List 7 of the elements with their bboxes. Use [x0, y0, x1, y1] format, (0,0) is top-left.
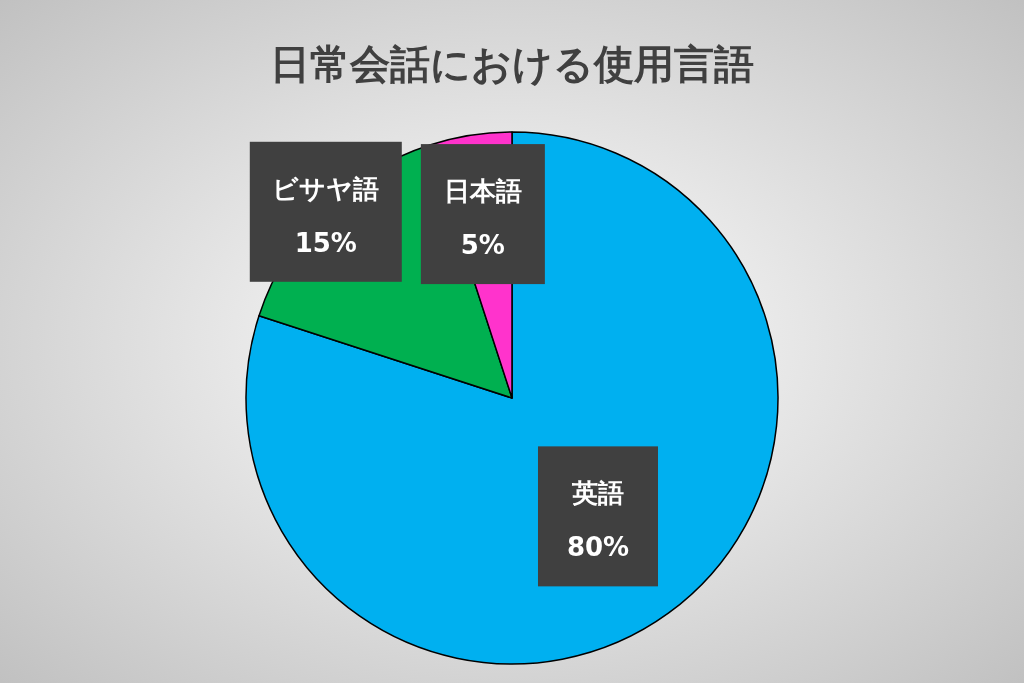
slice-label: ビサヤ語 — [272, 173, 380, 204]
data-label: 15% — [294, 227, 357, 258]
chart-title: 日常会話における使用言語 — [270, 41, 754, 87]
data-label: 5% — [460, 230, 505, 261]
data-label: 80% — [566, 532, 630, 563]
slice-label: 日本語 — [443, 176, 522, 207]
slice-label: 英語 — [570, 478, 624, 509]
